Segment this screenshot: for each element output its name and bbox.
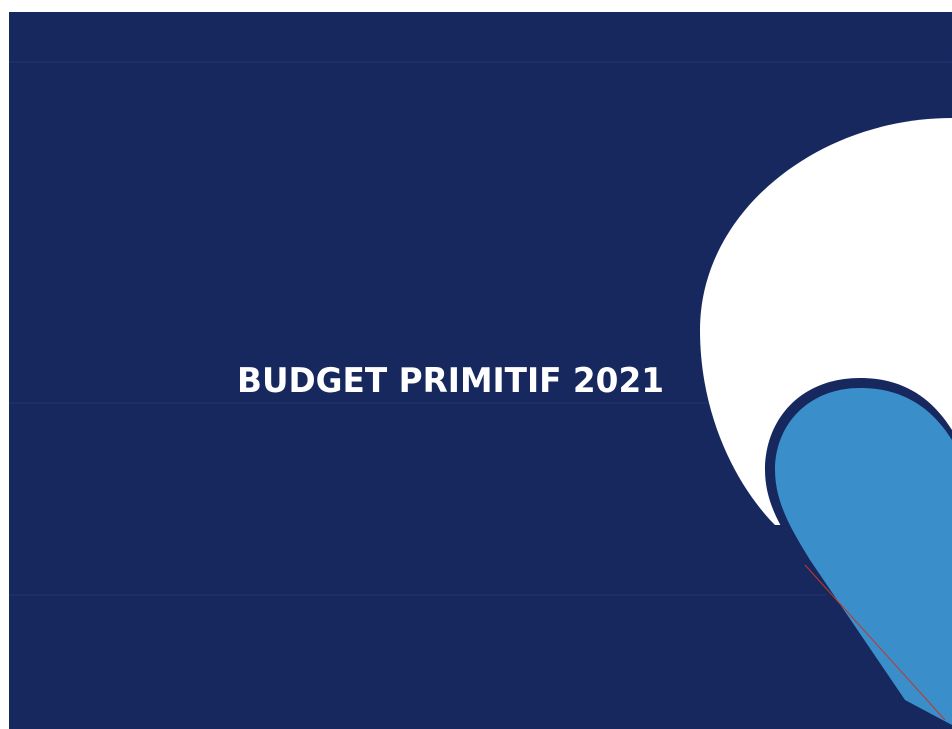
red-line xyxy=(804,564,946,721)
blue-shape xyxy=(775,388,952,725)
title: BUDGET PRIMITIF 2021 xyxy=(237,361,664,401)
